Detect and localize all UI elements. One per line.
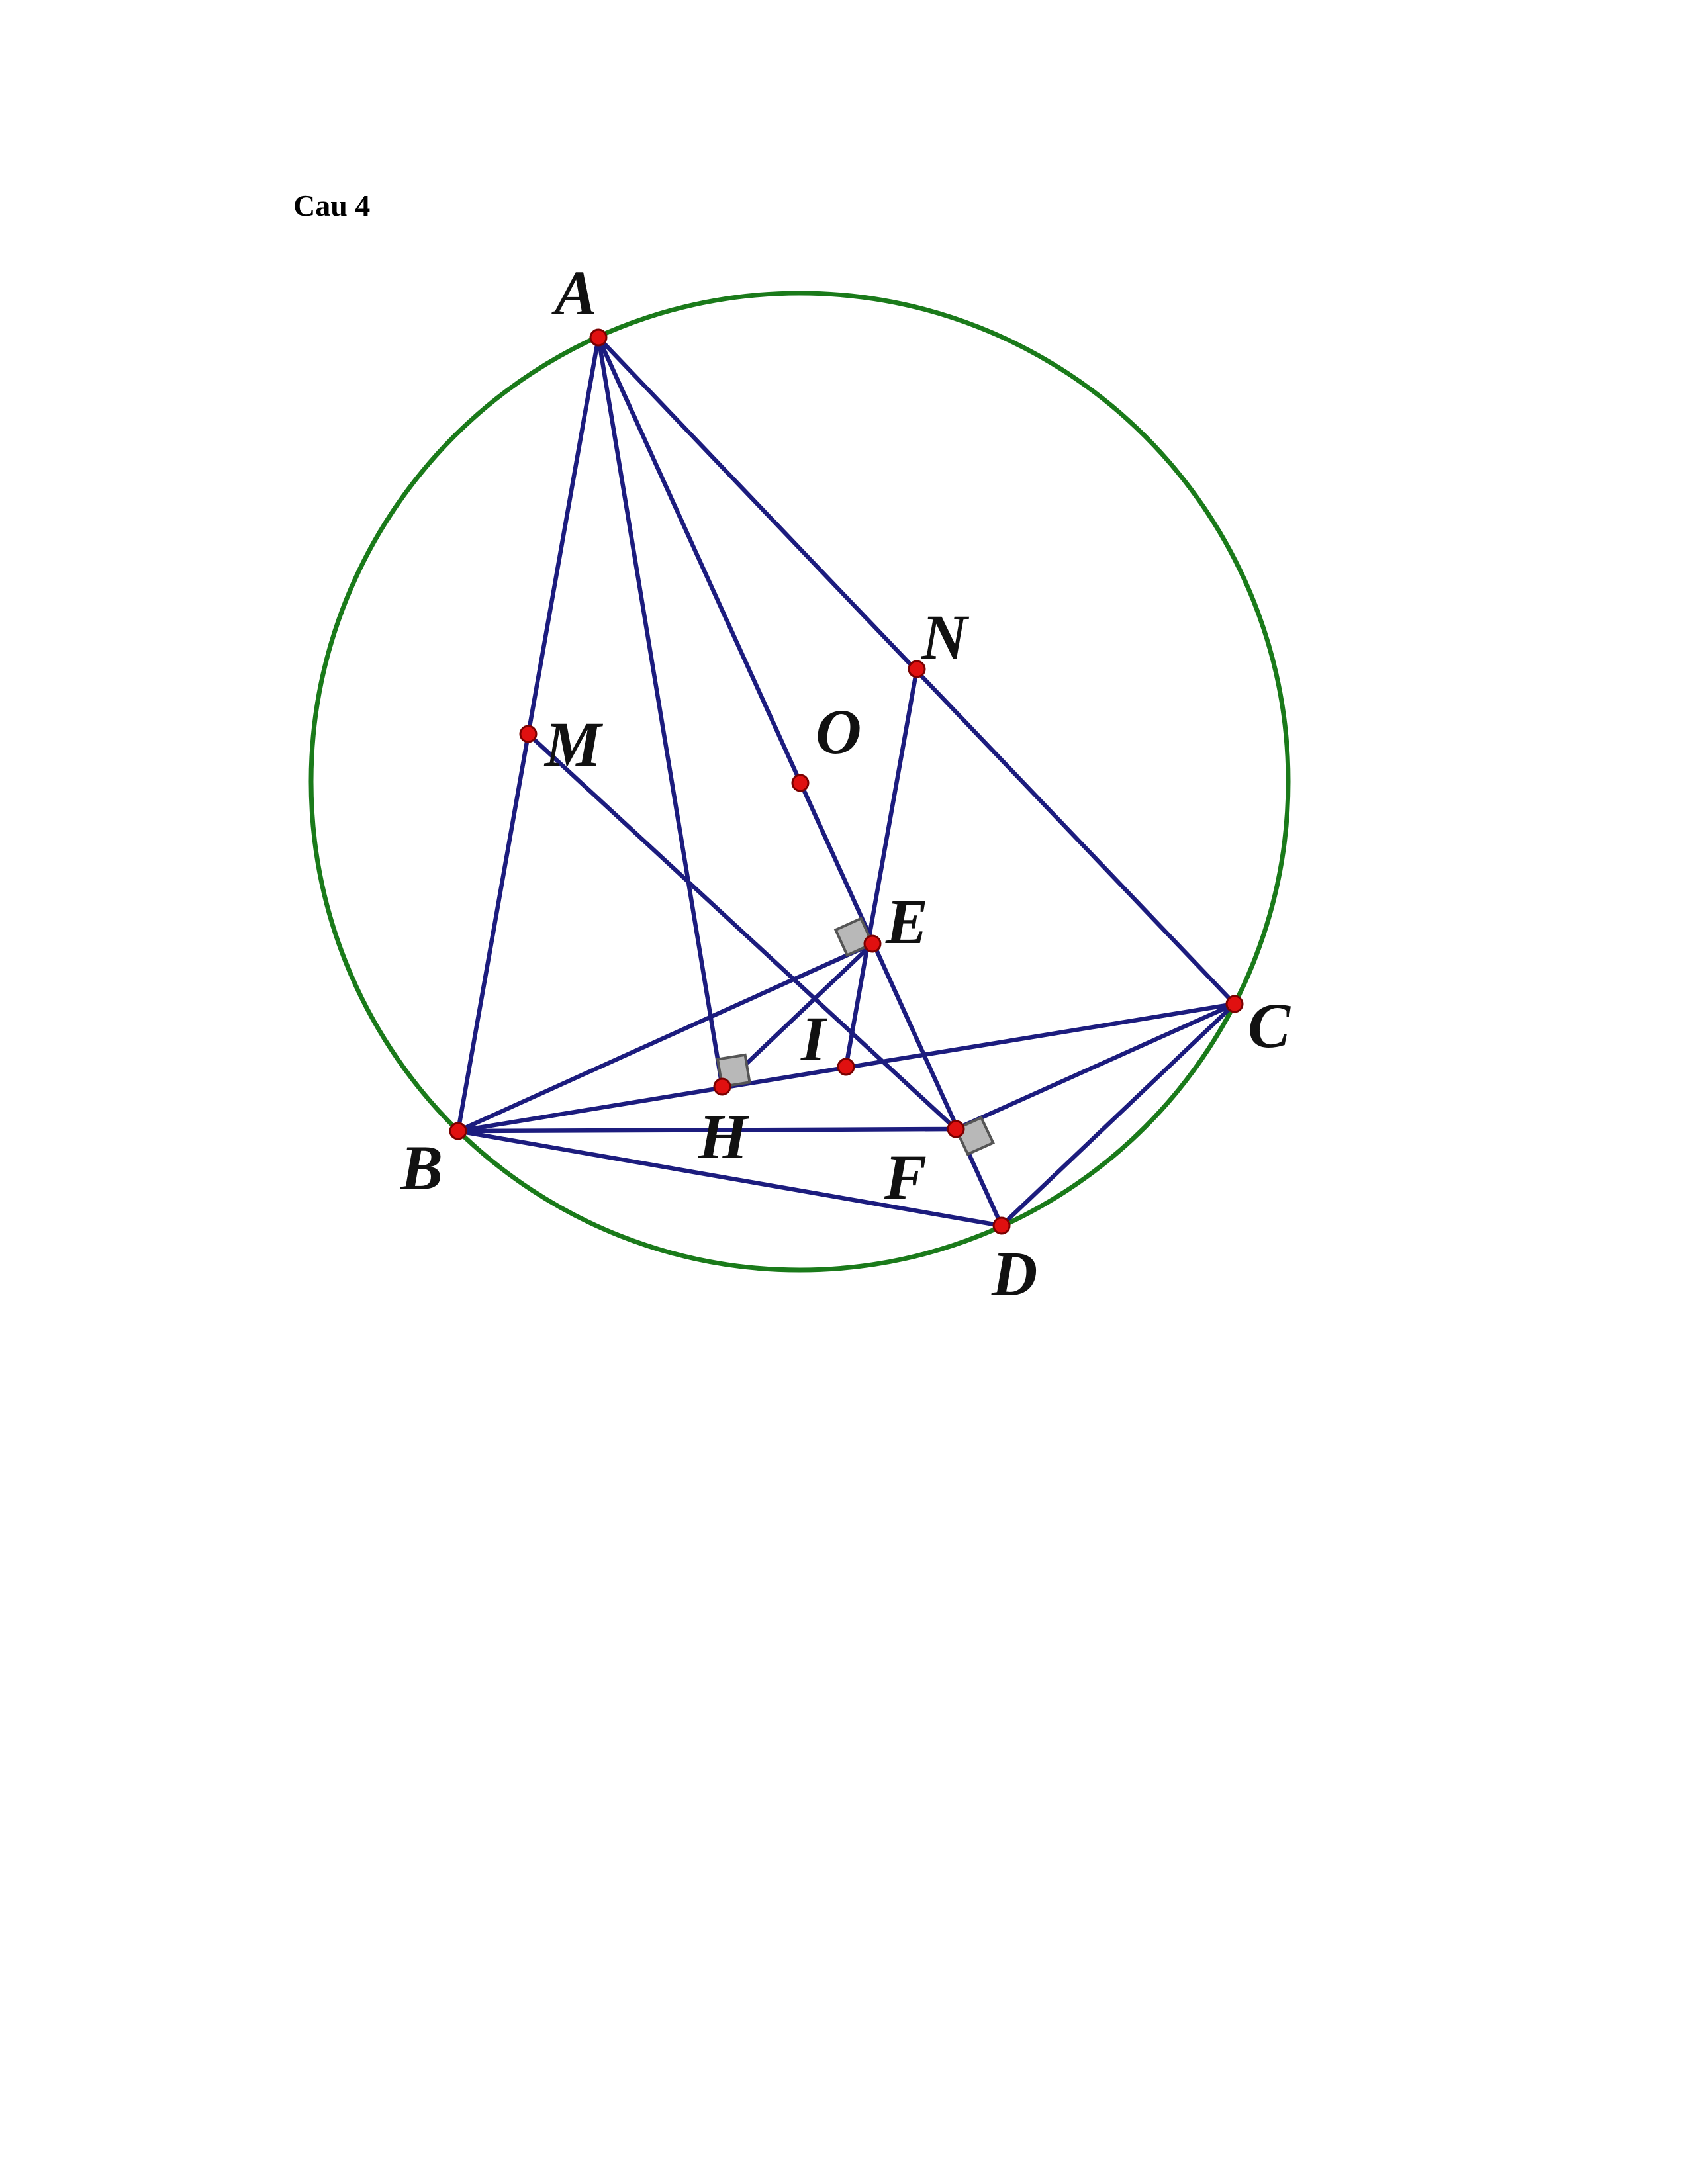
point-O [791, 774, 810, 792]
circumcircle [308, 291, 1291, 1273]
segment-BF [455, 1126, 959, 1134]
segment-BD [455, 1128, 1004, 1228]
point-E [863, 934, 882, 953]
label-O: O [816, 696, 861, 767]
point-B [449, 1122, 467, 1140]
segment-MF [526, 731, 959, 1132]
point-H [713, 1077, 731, 1096]
label-I: I [800, 1003, 828, 1074]
right-angle-E [833, 917, 874, 957]
label-H: H [698, 1101, 750, 1172]
segment-BE [455, 941, 875, 1134]
segment-CF [953, 1001, 1237, 1132]
right-angle-F [954, 1116, 995, 1156]
label-C: C [1248, 990, 1291, 1061]
segment-CD [999, 1001, 1237, 1228]
label-A: A [551, 257, 597, 328]
point-D [992, 1216, 1011, 1235]
label-M: M [543, 709, 604, 780]
label-D: D [991, 1238, 1037, 1309]
segment-AH [596, 335, 725, 1089]
segment-NI [843, 666, 919, 1069]
points-group [449, 328, 1244, 1235]
point-F [947, 1120, 965, 1138]
point-C [1225, 995, 1244, 1013]
point-A [589, 328, 608, 347]
segments-group [455, 335, 1237, 1228]
label-F: F [884, 1142, 927, 1212]
label-E: E [885, 886, 928, 957]
point-N [908, 660, 926, 678]
problem-heading: Cau 4 [293, 189, 371, 222]
label-N: N [921, 602, 970, 672]
label-B: B [400, 1132, 443, 1203]
point-I [837, 1058, 855, 1076]
point-M [519, 725, 538, 743]
